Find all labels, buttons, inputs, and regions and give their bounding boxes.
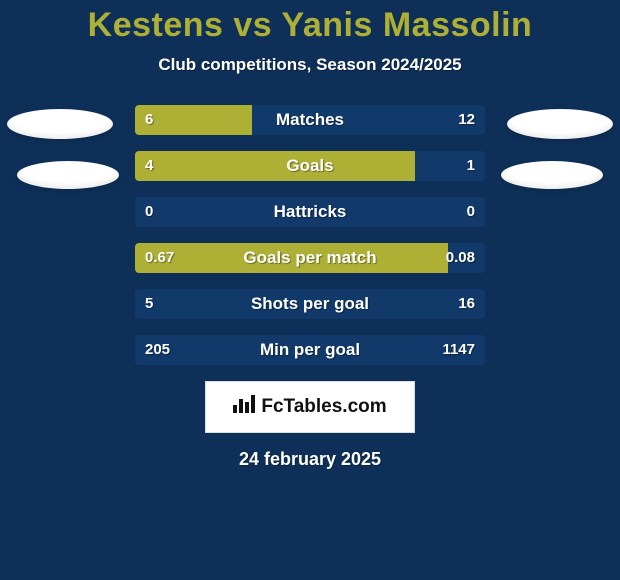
date-text: 24 february 2025 [0,449,620,470]
logo-text: FcTables.com [261,396,386,418]
bar-left-value: 0 [145,197,153,227]
bar-row: 2051147Min per goal [135,335,485,365]
bar-right-value: 12 [458,105,475,135]
bar-left-fill [135,197,310,227]
page-title: Kestens vs Yanis Massolin [0,0,620,45]
bar-right-value: 16 [458,289,475,319]
bar-left-fill [135,243,448,273]
loading-spinner-left-1-icon [7,109,113,139]
bar-row: 612Matches [135,105,485,135]
bar-left-value: 4 [145,151,153,181]
page-subtitle: Club competitions, Season 2024/2025 [0,55,620,75]
bar-row: 41Goals [135,151,485,181]
bar-right-value: 0.08 [446,243,475,273]
bar-row: 0.670.08Goals per match [135,243,485,273]
comparison-chart: 612Matches41Goals00Hattricks0.670.08Goal… [0,105,620,365]
bars-container: 612Matches41Goals00Hattricks0.670.08Goal… [135,105,485,365]
page-root: Kestens vs Yanis Massolin Club competiti… [0,0,620,580]
bar-left-value: 205 [145,335,170,365]
bar-left-fill [135,151,415,181]
bar-right-fill [252,105,485,135]
bar-left-value: 6 [145,105,153,135]
bar-right-fill [188,335,485,365]
bar-right-fill [310,197,485,227]
bar-left-value: 5 [145,289,153,319]
bars-chart-icon [233,395,255,419]
loading-spinner-right-1-icon [507,109,613,139]
loading-spinner-left-2-icon [17,161,119,189]
bar-right-value: 0 [467,197,475,227]
bar-right-value: 1 [467,151,475,181]
loading-spinner-right-2-icon [501,161,603,189]
bar-right-value: 1147 [442,335,475,365]
fctables-logo: FcTables.com [205,381,415,433]
bar-left-value: 0.67 [145,243,174,273]
bar-row: 516Shots per goal [135,289,485,319]
bar-right-fill [218,289,485,319]
bar-row: 00Hattricks [135,197,485,227]
